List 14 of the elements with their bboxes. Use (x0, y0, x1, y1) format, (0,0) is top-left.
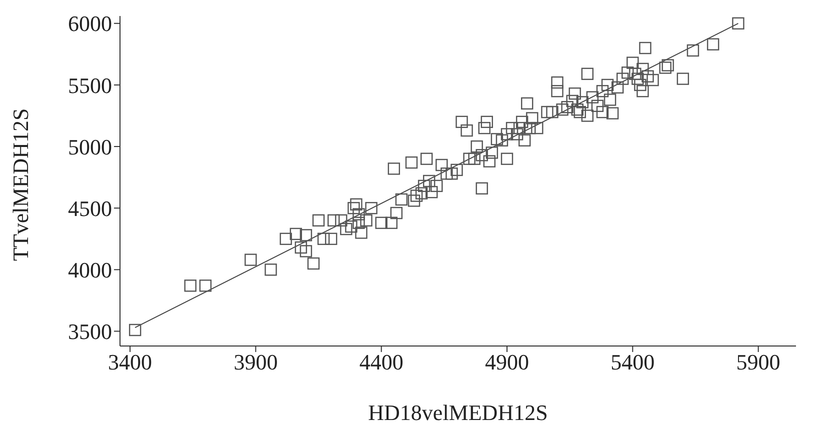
y-tick-label: 4000 (68, 257, 112, 282)
y-tick-label: 3500 (68, 319, 112, 344)
y-axis-title: TTvelMEDH12S (8, 108, 33, 261)
x-tick-label: 4400 (359, 350, 404, 375)
y-tick-label: 5000 (68, 134, 112, 160)
x-tick-label: 5900 (736, 350, 780, 375)
x-tick-label: 3400 (108, 350, 152, 375)
y-tick-label: 5500 (68, 72, 112, 98)
y-tick-label: 6000 (68, 11, 112, 36)
x-axis-title: HD18velMEDH12S (368, 400, 548, 425)
x-tick-label: 5400 (610, 350, 655, 375)
x-tick-label: 4900 (485, 350, 530, 375)
y-tick-label: 4500 (68, 196, 112, 221)
x-tick-label: 3900 (234, 350, 278, 375)
